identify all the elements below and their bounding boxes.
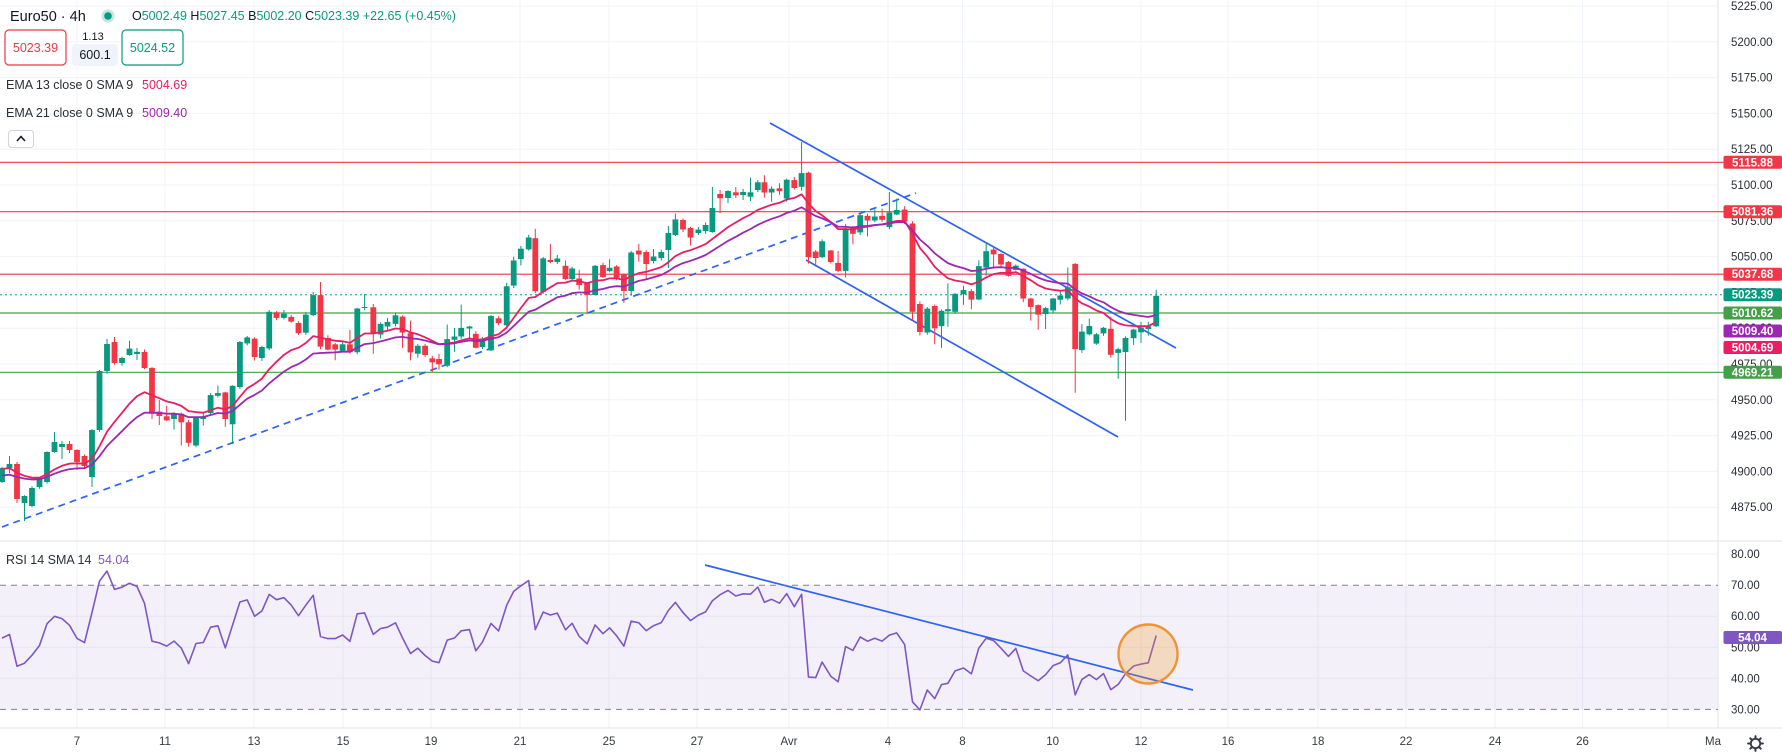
svg-text:5023.39: 5023.39 <box>13 41 58 55</box>
svg-text:5004.69: 5004.69 <box>1732 343 1774 355</box>
svg-text:15: 15 <box>337 736 350 748</box>
svg-text:EMA 13 close 0 SMA 9: EMA 13 close 0 SMA 9 <box>6 78 133 92</box>
svg-text:4950.00: 4950.00 <box>1731 395 1773 407</box>
svg-text:RSI 14 SMA 14: RSI 14 SMA 14 <box>6 553 92 567</box>
svg-text:5010.62: 5010.62 <box>1732 308 1774 320</box>
svg-text:4900.00: 4900.00 <box>1731 466 1773 478</box>
svg-text:10: 10 <box>1046 736 1059 748</box>
svg-text:5100.00: 5100.00 <box>1731 180 1773 192</box>
svg-text:5004.69: 5004.69 <box>142 78 187 92</box>
svg-text:7: 7 <box>74 736 80 748</box>
svg-text:5023.39: 5023.39 <box>1732 290 1774 302</box>
svg-text:80.00: 80.00 <box>1731 549 1760 561</box>
svg-text:5024.52: 5024.52 <box>130 41 175 55</box>
svg-text:60.00: 60.00 <box>1731 611 1760 623</box>
svg-text:5225.00: 5225.00 <box>1731 1 1773 13</box>
svg-text:5075.00: 5075.00 <box>1731 216 1773 228</box>
svg-text:5115.88: 5115.88 <box>1732 157 1774 169</box>
svg-text:1.13: 1.13 <box>82 31 103 43</box>
svg-text:4875.00: 4875.00 <box>1731 502 1773 514</box>
svg-text:54.04: 54.04 <box>98 553 129 567</box>
svg-text:40.00: 40.00 <box>1731 673 1760 685</box>
svg-text:24: 24 <box>1489 736 1502 748</box>
svg-text:25: 25 <box>603 736 616 748</box>
svg-text:Avr: Avr <box>780 736 797 748</box>
svg-text:18: 18 <box>1312 736 1325 748</box>
svg-text:5175.00: 5175.00 <box>1731 73 1773 85</box>
svg-text:5009.40: 5009.40 <box>142 106 187 120</box>
svg-text:19: 19 <box>425 736 438 748</box>
svg-text:21: 21 <box>514 736 527 748</box>
svg-text:4925.00: 4925.00 <box>1731 431 1773 443</box>
svg-text:22: 22 <box>1400 736 1413 748</box>
svg-text:54.04: 54.04 <box>1738 633 1767 645</box>
svg-text:5081.36: 5081.36 <box>1732 207 1774 219</box>
svg-text:O5002.49 H5027.45 B5002.20 C50: O5002.49 H5027.45 B5002.20 C5023.39 +22.… <box>132 9 456 23</box>
svg-text:70.00: 70.00 <box>1731 580 1760 592</box>
svg-text:5150.00: 5150.00 <box>1731 108 1773 120</box>
svg-text:27: 27 <box>691 736 704 748</box>
svg-text:600.1: 600.1 <box>79 48 110 62</box>
svg-text:26: 26 <box>1576 736 1589 748</box>
svg-text:11: 11 <box>159 736 171 748</box>
svg-text:13: 13 <box>248 736 261 748</box>
svg-text:4: 4 <box>885 736 892 748</box>
svg-text:5200.00: 5200.00 <box>1731 37 1773 49</box>
svg-text:4969.21: 4969.21 <box>1732 367 1774 379</box>
svg-text:8: 8 <box>959 736 965 748</box>
svg-text:5009.40: 5009.40 <box>1732 326 1774 338</box>
svg-text:5125.00: 5125.00 <box>1731 144 1773 156</box>
svg-text:30.00: 30.00 <box>1731 704 1760 716</box>
svg-text:16: 16 <box>1222 736 1235 748</box>
svg-text:Ma: Ma <box>1705 736 1722 748</box>
svg-text:12: 12 <box>1135 736 1148 748</box>
svg-text:5050.00: 5050.00 <box>1731 252 1773 264</box>
svg-text:EMA 21 close 0 SMA 9: EMA 21 close 0 SMA 9 <box>6 106 133 120</box>
svg-text:50.00: 50.00 <box>1731 642 1760 654</box>
svg-text:5037.68: 5037.68 <box>1732 269 1774 281</box>
svg-text:Euro50 · 4h: Euro50 · 4h <box>10 9 86 25</box>
